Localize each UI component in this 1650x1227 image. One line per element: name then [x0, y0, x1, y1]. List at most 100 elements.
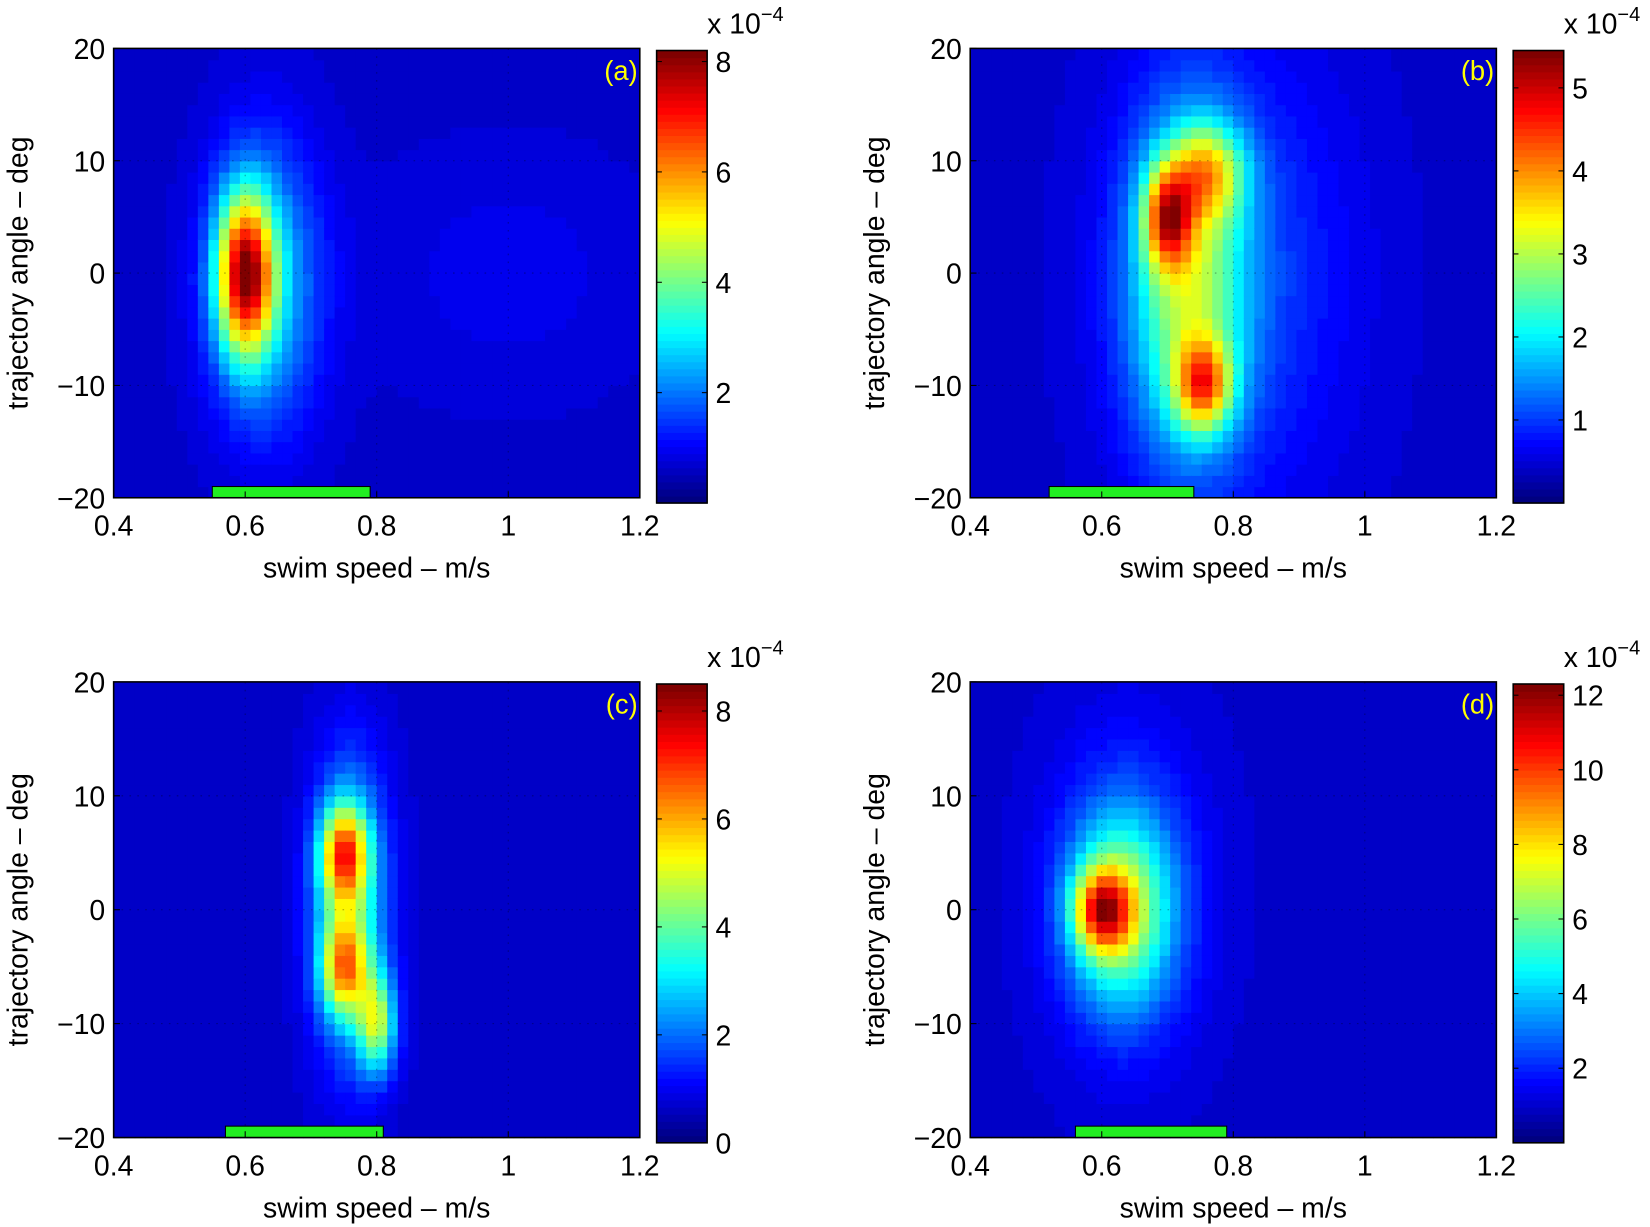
heatmap-cell	[566, 318, 578, 330]
heatmap-cell	[282, 1080, 294, 1093]
heatmap-cell	[1064, 374, 1077, 387]
heatmap-cell	[450, 306, 462, 319]
heatmap-cell	[471, 104, 483, 117]
colorbar-segment	[1513, 128, 1564, 136]
heatmap-cell	[991, 228, 1003, 241]
heatmap-cell	[1022, 115, 1034, 128]
heatmap-cell	[1464, 93, 1476, 106]
heatmap-cell	[303, 829, 315, 843]
heatmap-cell	[292, 693, 304, 706]
heatmap-cell	[481, 70, 494, 83]
heatmap-cell	[1075, 160, 1087, 173]
heatmap-cell	[1054, 115, 1066, 128]
heatmap-cell	[260, 48, 273, 61]
heatmap-cell	[1064, 273, 1077, 285]
heatmap-cell	[187, 738, 199, 751]
heatmap-cell	[250, 886, 262, 899]
heatmap-cell	[1359, 475, 1371, 488]
heatmap-cell	[1138, 452, 1150, 465]
colorbar-segment	[656, 50, 708, 59]
heatmap-cell	[113, 351, 125, 364]
heatmap-cell	[134, 704, 146, 717]
heatmap-cell	[597, 441, 609, 454]
heatmap-cell	[1096, 138, 1108, 151]
heatmap-cell	[576, 385, 588, 398]
heatmap-cell	[113, 82, 125, 94]
heatmap-cell	[113, 216, 125, 229]
heatmap-cell	[155, 464, 167, 476]
heatmap-cell	[124, 909, 136, 922]
heatmap-cell	[1107, 183, 1119, 196]
heatmap-cell	[1043, 340, 1056, 353]
heatmap-cell	[271, 475, 283, 488]
heatmap-cell	[239, 886, 252, 899]
heatmap-cell	[1254, 127, 1266, 139]
heatmap-cell	[629, 295, 641, 308]
heatmap-cell	[597, 306, 609, 319]
heatmap-cell	[460, 464, 473, 476]
heatmap-cell	[502, 250, 515, 263]
heatmap-cell	[991, 48, 1003, 61]
heatmap-cell	[313, 464, 325, 476]
heatmap-cell	[1370, 486, 1382, 499]
heatmap-cell	[555, 93, 567, 106]
heatmap-cell	[124, 1103, 136, 1116]
heatmap-cell	[197, 818, 209, 831]
heatmap-cell	[1180, 261, 1192, 274]
heatmap-cell	[155, 886, 167, 899]
heatmap-cell	[1159, 228, 1171, 241]
heatmap-cell	[1033, 127, 1045, 139]
heatmap-cell	[271, 419, 283, 431]
heatmap-cell	[1327, 295, 1340, 308]
heatmap-cell	[1306, 48, 1319, 61]
heatmap-cell	[576, 284, 588, 297]
heatmap-cell	[1454, 239, 1466, 252]
heatmap-cell	[576, 228, 588, 241]
heatmap-cell	[1485, 194, 1497, 207]
heatmap-cell	[1359, 48, 1371, 61]
heatmap-cell	[303, 115, 315, 128]
heatmap-cell	[1075, 48, 1087, 61]
heatmap-cell	[397, 351, 409, 364]
heatmap-cell	[197, 1046, 209, 1059]
heatmap-cell	[345, 171, 357, 184]
heatmap-cell	[450, 273, 462, 285]
heatmap-cell	[324, 464, 336, 476]
heatmap-cell	[145, 1000, 157, 1013]
heatmap-cell	[134, 82, 146, 94]
heatmap-cell	[324, 70, 336, 83]
heatmap-cell	[524, 48, 536, 61]
heatmap-cell	[1327, 318, 1340, 330]
heatmap-cell	[1159, 216, 1171, 229]
heatmap-cell	[1138, 464, 1150, 476]
heatmap-cell	[1012, 115, 1024, 128]
heatmap-cell	[418, 407, 430, 420]
heatmap-cell	[429, 82, 441, 94]
heatmap-cell	[597, 486, 609, 499]
heatmap-cell	[176, 807, 188, 820]
heatmap-cell	[113, 284, 125, 297]
heatmap-cell	[208, 475, 220, 488]
heatmap-cell	[1433, 160, 1445, 173]
heatmap-cell	[597, 273, 609, 285]
heatmap-cell	[271, 160, 283, 173]
heatmap-cell	[513, 306, 525, 319]
heatmap-cell	[492, 171, 504, 184]
heatmap-cell	[1128, 351, 1140, 364]
heatmap-cell	[1117, 430, 1129, 443]
heatmap-cell	[1191, 441, 1203, 454]
heatmap-cell	[260, 773, 273, 786]
heatmap-cell	[1064, 396, 1077, 409]
heatmap-cell	[208, 1091, 220, 1105]
heatmap-cell	[1149, 407, 1161, 420]
heatmap-cell	[134, 1046, 146, 1059]
heatmap-cell	[1391, 239, 1403, 252]
heatmap-cell	[1128, 228, 1140, 241]
heatmap-cell	[1464, 486, 1476, 499]
heatmap-cell	[555, 351, 567, 364]
heatmap-cell	[439, 194, 452, 207]
heatmap-cell	[1317, 374, 1329, 387]
heatmap-cell	[1054, 171, 1066, 184]
heatmap-cell	[355, 306, 367, 319]
heatmap-cell	[1191, 430, 1203, 443]
